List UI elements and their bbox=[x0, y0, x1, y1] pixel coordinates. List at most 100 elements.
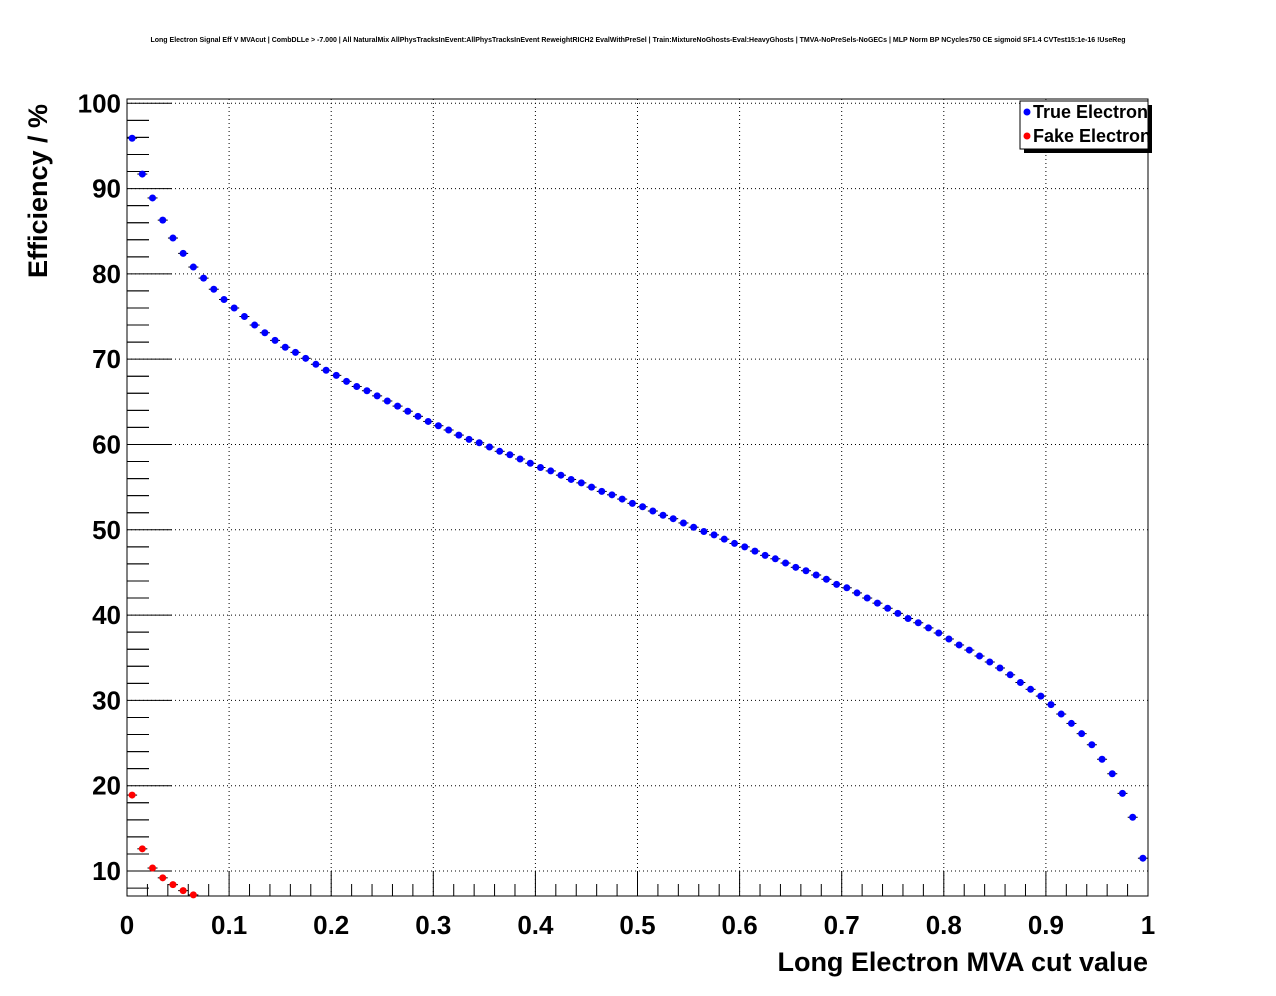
legend-box bbox=[1019, 100, 1149, 150]
legend: True Electron Fake Electron bbox=[1019, 100, 1152, 153]
data-point bbox=[761, 551, 769, 559]
x-axis-label: Long Electron MVA cut value bbox=[777, 947, 1148, 977]
data-point bbox=[230, 304, 238, 312]
data-point bbox=[557, 471, 565, 479]
x-tick-label: 0.9 bbox=[1028, 910, 1064, 940]
data-point bbox=[373, 392, 381, 400]
chart-title: Long Electron Signal Eff V MVAcut | Comb… bbox=[150, 37, 1125, 44]
data-point bbox=[240, 313, 248, 321]
legend-marker-true bbox=[1023, 108, 1031, 116]
data-point bbox=[863, 594, 871, 602]
data-point bbox=[1078, 730, 1086, 738]
data-point bbox=[271, 336, 279, 344]
data-point bbox=[149, 194, 157, 202]
data-point bbox=[1057, 710, 1065, 718]
y-tick-label: 40 bbox=[92, 600, 121, 630]
data-point bbox=[782, 559, 790, 567]
data-point bbox=[843, 584, 851, 592]
x-tick-label: 1 bbox=[1141, 910, 1155, 940]
data-point bbox=[159, 216, 167, 224]
data-point bbox=[322, 366, 330, 374]
y-tick-label: 90 bbox=[92, 174, 121, 204]
data-point bbox=[465, 435, 473, 443]
y-tick-label: 100 bbox=[78, 88, 121, 118]
data-point bbox=[1047, 701, 1055, 709]
data-point bbox=[669, 515, 677, 523]
data-point bbox=[128, 134, 136, 142]
x-tick-label: 0.4 bbox=[517, 910, 554, 940]
data-point bbox=[659, 511, 667, 519]
data-point bbox=[537, 464, 545, 472]
axes: 0 0.1 0.2 0.3 0.4 0.5 0.6 0.7 0.8 0.9 1 10 20 30 40 50 6… bbox=[78, 88, 1156, 940]
data-point bbox=[526, 459, 534, 467]
x-tick-label: 0.5 bbox=[619, 910, 655, 940]
data-point bbox=[1027, 685, 1035, 693]
data-point bbox=[955, 641, 963, 649]
data-point bbox=[873, 599, 881, 607]
data-point bbox=[608, 491, 616, 499]
data-point bbox=[1088, 741, 1096, 749]
data-point bbox=[914, 619, 922, 627]
data-point bbox=[404, 407, 412, 415]
data-point bbox=[720, 535, 728, 543]
data-point bbox=[904, 615, 912, 623]
data-point bbox=[475, 439, 483, 447]
data-point bbox=[996, 664, 1004, 672]
data-point bbox=[802, 567, 810, 575]
data-point bbox=[455, 431, 463, 439]
data-point bbox=[434, 422, 442, 430]
data-point bbox=[894, 609, 902, 617]
y-tick-label: 60 bbox=[92, 429, 121, 459]
data-point bbox=[700, 527, 708, 535]
data-point bbox=[312, 360, 320, 368]
data-point bbox=[577, 479, 585, 487]
data-point bbox=[690, 523, 698, 531]
data-point bbox=[935, 629, 943, 637]
data-point bbox=[1016, 678, 1024, 686]
data-point bbox=[567, 475, 575, 483]
data-point bbox=[730, 539, 738, 547]
data-point bbox=[149, 864, 157, 872]
data-point bbox=[169, 881, 177, 889]
data-point bbox=[547, 467, 555, 475]
y-axis-label: Efficiency / % bbox=[23, 104, 53, 278]
x-tick-label: 0.6 bbox=[722, 910, 758, 940]
legend-label-fake: Fake Electron bbox=[1033, 126, 1151, 146]
x-tick-label: 0.8 bbox=[926, 910, 962, 940]
data-point bbox=[169, 234, 177, 242]
x-tick-label: 0.3 bbox=[415, 910, 451, 940]
data-point bbox=[220, 295, 228, 303]
data-point bbox=[853, 589, 861, 597]
data-point bbox=[1108, 770, 1116, 778]
data-point bbox=[516, 455, 524, 463]
grid bbox=[127, 99, 1148, 896]
data-point bbox=[424, 417, 432, 425]
data-point bbox=[771, 555, 779, 563]
data-point bbox=[649, 507, 657, 515]
data-point bbox=[189, 891, 197, 899]
data-point bbox=[506, 451, 514, 459]
data-point bbox=[251, 321, 259, 329]
x-tick-label: 0.2 bbox=[313, 910, 349, 940]
plot-frame bbox=[126, 98, 1149, 897]
legend-marker-fake bbox=[1023, 132, 1031, 140]
data-point bbox=[679, 519, 687, 527]
data-point bbox=[383, 397, 391, 405]
data-point bbox=[812, 571, 820, 579]
y-tick-label: 20 bbox=[92, 771, 121, 801]
data-point bbox=[965, 646, 973, 654]
data-point bbox=[179, 887, 187, 895]
data-point bbox=[1037, 692, 1045, 700]
data-point bbox=[1118, 789, 1126, 797]
x-tick-label: 0.7 bbox=[824, 910, 860, 940]
data-point bbox=[210, 285, 218, 293]
data-point bbox=[1139, 854, 1147, 862]
data-points bbox=[127, 134, 1148, 899]
y-tick-label: 10 bbox=[92, 856, 121, 886]
data-point bbox=[1067, 719, 1075, 727]
data-point bbox=[628, 499, 636, 507]
data-point bbox=[363, 387, 371, 395]
data-point bbox=[884, 604, 892, 612]
data-point bbox=[588, 483, 596, 491]
